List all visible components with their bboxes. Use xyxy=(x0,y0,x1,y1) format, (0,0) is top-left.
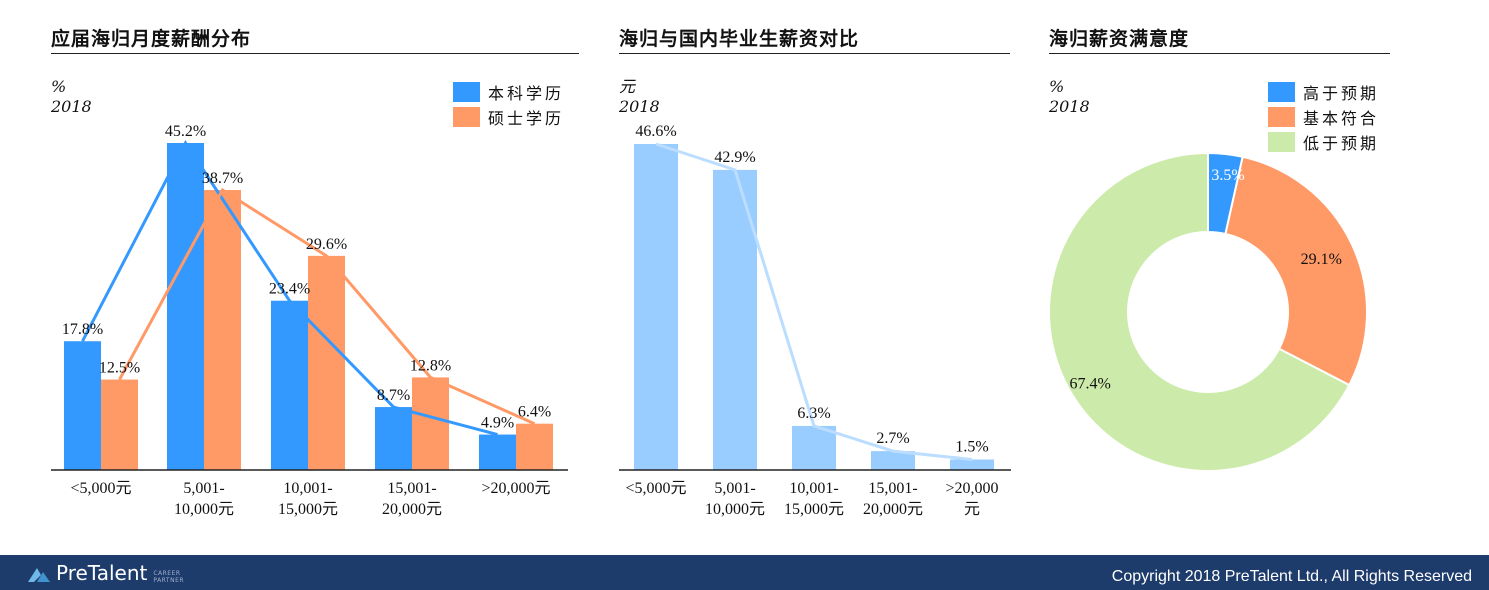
category-label: >20,000元 xyxy=(481,480,550,497)
year-text: 2018 xyxy=(51,97,92,116)
pretalent-logo: PreTalent CAREER PARTNER xyxy=(28,561,184,585)
unit-label: 元 2018 xyxy=(619,77,660,117)
bar-bachelor-1 xyxy=(167,143,204,470)
category-label: 元 xyxy=(964,501,980,518)
unit-label: % 2018 xyxy=(1049,77,1090,117)
donut-label-meets: 29.1% xyxy=(1301,251,1342,268)
legend-label-meets: 基本符合 xyxy=(1303,108,1380,128)
footer-bar: PreTalent CAREER PARTNER Copyright 2018 … xyxy=(0,555,1489,590)
data-label-comparison-2: 6.3% xyxy=(797,405,830,422)
legend-item-meets: 基本符合 xyxy=(1268,104,1379,129)
donut-slice-lower xyxy=(1048,151,1351,472)
salary-distribution-chart: 17.8% 45.2% 23.4% 8.7% 4.9% 12.5% 38.7% 29.6% 12… xyxy=(51,123,568,518)
category-label: >20,000 xyxy=(945,480,998,497)
data-label-master-0: 12.5% xyxy=(99,360,140,377)
category-label: 10,001- xyxy=(283,480,332,497)
data-label-comparison-1: 42.9% xyxy=(714,149,755,166)
legend-salary-distribution: 本科学历 硕士学历 xyxy=(453,79,564,129)
logo-tagline: CAREER PARTNER xyxy=(153,570,184,584)
legend-swatch-bachelor xyxy=(453,81,480,102)
legend-label-master: 硕士学历 xyxy=(488,108,565,128)
bar-master-1 xyxy=(204,190,241,470)
data-label-master-3: 12.8% xyxy=(410,357,451,374)
bar-comparison-2 xyxy=(792,425,836,470)
salary-comparison-chart: 46.6% 42.9% 6.3% 2.7% 1.5% <5,000元 5,001- 10,00… xyxy=(619,123,1011,518)
title-divider xyxy=(1049,53,1390,54)
data-label-comparison-3: 2.7% xyxy=(876,430,909,447)
year-text: 2018 xyxy=(619,97,660,116)
category-label: 15,001- xyxy=(868,480,917,497)
data-label-master-4: 6.4% xyxy=(518,404,551,421)
data-label-bachelor-4: 4.9% xyxy=(481,415,514,432)
legend-label-lower: 低于预期 xyxy=(1303,133,1380,153)
unit-label: % 2018 xyxy=(51,77,92,117)
category-label: <5,000元 xyxy=(625,480,686,497)
copyright-text: Copyright 2018 PreTalent Ltd., All Right… xyxy=(1111,568,1472,585)
legend-item-lower: 低于预期 xyxy=(1268,129,1379,154)
category-label: 5,001- xyxy=(183,480,224,497)
category-label: 15,001- xyxy=(387,480,436,497)
chart-title-salary-comparison: 海归与国内毕业生薪资对比 xyxy=(619,28,860,50)
data-label-master-2: 29.6% xyxy=(306,236,347,253)
bar-master-3 xyxy=(412,377,449,470)
bar-master-4 xyxy=(516,423,553,470)
legend-swatch-meets xyxy=(1268,106,1295,127)
bar-bachelor-4 xyxy=(479,434,516,470)
bar-bachelor-3 xyxy=(375,407,412,470)
logo-tagline-2: PARTNER xyxy=(153,577,185,584)
data-label-master-1: 38.7% xyxy=(202,170,243,187)
data-label-bachelor-3: 8.7% xyxy=(377,387,410,404)
data-label-comparison-4: 1.5% xyxy=(955,439,988,456)
donut-slice-meets xyxy=(1224,155,1368,387)
unit-text: 元 xyxy=(619,77,636,96)
chart-title-salary-distribution: 应届海归月度薪酬分布 xyxy=(51,28,252,50)
donut-label-higher: 3.5% xyxy=(1211,167,1244,184)
bar-comparison-3 xyxy=(871,451,915,470)
legend-swatch-lower xyxy=(1268,131,1295,152)
bar-bachelor-2 xyxy=(271,300,308,470)
legend-item-bachelor: 本科学历 xyxy=(453,79,564,104)
legend-item-master: 硕士学历 xyxy=(453,104,564,129)
chart-title-salary-satisfaction: 海归薪资满意度 xyxy=(1049,28,1190,50)
data-label-bachelor-0: 17.8% xyxy=(62,321,103,338)
bar-comparison-0 xyxy=(634,144,678,470)
year-text: 2018 xyxy=(1049,97,1090,116)
unit-text: % xyxy=(1049,77,1065,96)
logo-tagline-1: CAREER xyxy=(153,570,181,577)
logo-mark-icon xyxy=(28,568,50,582)
legend-salary-satisfaction: 高于预期 基本符合 低于预期 xyxy=(1268,79,1379,154)
title-divider xyxy=(51,53,579,54)
category-label: 15,000元 xyxy=(784,501,844,518)
data-label-comparison-0: 46.6% xyxy=(635,123,676,140)
legend-swatch-master xyxy=(453,106,480,127)
category-label: 20,000元 xyxy=(863,501,923,518)
category-label: 10,000元 xyxy=(705,501,765,518)
category-label: <5,000元 xyxy=(70,480,131,497)
data-label-bachelor-2: 23.4% xyxy=(269,281,310,298)
category-label: 10,000元 xyxy=(174,501,234,518)
bar-comparison-4 xyxy=(950,459,994,470)
trend-line-comparison xyxy=(655,142,973,461)
legend-label-bachelor: 本科学历 xyxy=(488,83,565,103)
title-divider xyxy=(619,53,1010,54)
legend-label-higher: 高于预期 xyxy=(1303,83,1380,103)
bar-master-2 xyxy=(308,255,345,470)
logo-text: PreTalent xyxy=(56,561,148,585)
bar-master-0 xyxy=(101,379,138,470)
legend-swatch-higher xyxy=(1268,81,1295,102)
category-label: 15,000元 xyxy=(278,501,338,518)
data-label-bachelor-1: 45.2% xyxy=(165,123,206,140)
category-label: 20,000元 xyxy=(382,501,442,518)
donut-label-lower: 67.4% xyxy=(1069,376,1110,393)
bar-bachelor-0 xyxy=(64,341,101,470)
category-label: 10,001- xyxy=(789,480,838,497)
legend-item-higher: 高于预期 xyxy=(1268,79,1379,104)
category-label: 5,001- xyxy=(714,480,755,497)
unit-text: % xyxy=(51,77,67,96)
salary-satisfaction-donut: 3.5% 29.1% 67.4% xyxy=(1048,151,1368,472)
trend-line-master xyxy=(118,187,536,426)
trend-line-bachelor xyxy=(81,140,498,437)
